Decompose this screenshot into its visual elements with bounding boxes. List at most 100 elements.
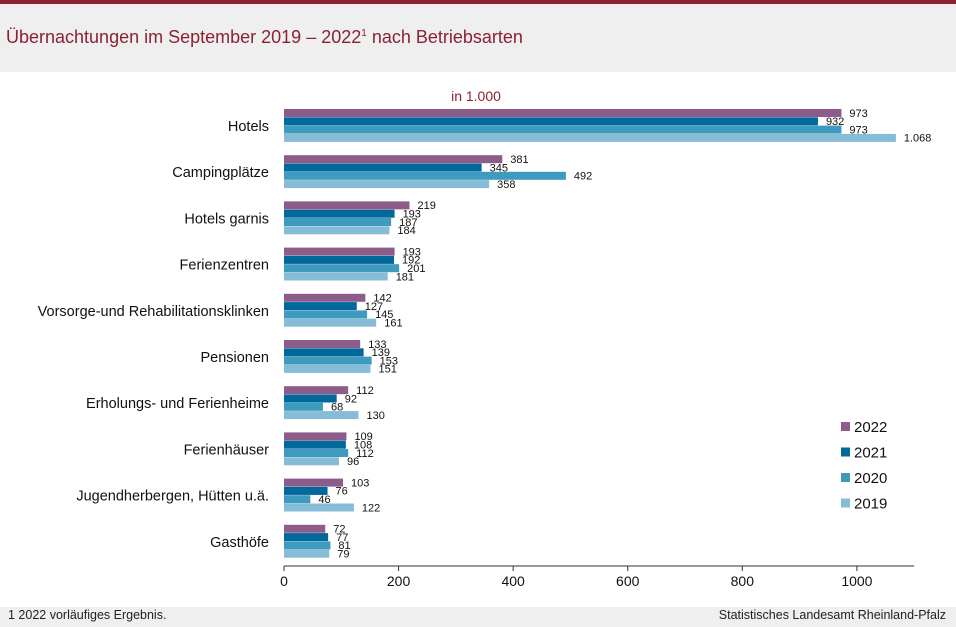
top-rule bbox=[0, 0, 956, 4]
data-label: 145 bbox=[375, 309, 393, 321]
legend-swatch-2020 bbox=[841, 473, 850, 482]
bar-2022 bbox=[284, 432, 347, 441]
bar-2021 bbox=[284, 255, 394, 264]
bar-2020 bbox=[284, 541, 331, 550]
bar-2021 bbox=[284, 117, 818, 126]
category-label: Erholungs- und Ferienheime bbox=[86, 396, 269, 412]
data-label: 96 bbox=[347, 456, 359, 468]
legend-label: 2022 bbox=[854, 419, 887, 436]
bar-2019 bbox=[284, 318, 377, 327]
bar-2019 bbox=[284, 549, 330, 558]
data-label: 184 bbox=[397, 225, 415, 237]
legend-swatch-2019 bbox=[841, 498, 850, 508]
data-label: 133 bbox=[368, 339, 386, 351]
legend-label: 2019 bbox=[854, 496, 887, 513]
data-label: 151 bbox=[379, 364, 397, 376]
bar-2021 bbox=[284, 209, 395, 218]
bar-2020 bbox=[284, 356, 372, 365]
data-label: 122 bbox=[362, 502, 380, 514]
data-label: 219 bbox=[417, 200, 435, 212]
title-main: Übernachtungen im September 2019 – 2022 bbox=[6, 27, 362, 47]
bar-2020 bbox=[284, 125, 842, 134]
bar-2021 bbox=[284, 348, 364, 357]
chart-title: Übernachtungen im September 2019 – 20221… bbox=[6, 27, 523, 48]
data-label: 381 bbox=[510, 154, 528, 166]
data-label: 112 bbox=[356, 448, 374, 460]
data-label: 46 bbox=[318, 494, 330, 506]
data-label: 192 bbox=[402, 255, 420, 267]
bar-2021 bbox=[284, 533, 329, 542]
bar-2019 bbox=[284, 180, 490, 189]
bar-2019 bbox=[284, 133, 896, 142]
bar-2020 bbox=[284, 310, 368, 319]
bar-2020 bbox=[284, 264, 400, 273]
bar-2019 bbox=[284, 503, 354, 512]
bar-2022 bbox=[284, 247, 395, 256]
bar-2021 bbox=[284, 440, 346, 449]
bar-2020 bbox=[284, 495, 311, 504]
data-label: 77 bbox=[336, 532, 348, 544]
bar-2021 bbox=[284, 163, 482, 172]
bar-2019 bbox=[284, 457, 339, 466]
data-label: 973 bbox=[849, 124, 867, 136]
data-label: 161 bbox=[384, 318, 402, 330]
bar-2022 bbox=[284, 524, 326, 533]
unit-label: in 1.000 bbox=[451, 88, 501, 104]
data-label: 92 bbox=[345, 393, 357, 405]
data-label: 345 bbox=[490, 162, 508, 174]
data-label: 201 bbox=[407, 263, 425, 275]
bar-2022 bbox=[284, 340, 361, 348]
data-label: 1.068 bbox=[904, 133, 932, 145]
data-label: 139 bbox=[372, 347, 390, 359]
data-label: 130 bbox=[366, 410, 384, 422]
legend-label: 2020 bbox=[854, 470, 887, 487]
category-label: Vorsorge-und Rehabilitationsklinken bbox=[38, 304, 269, 320]
x-tick-label: 600 bbox=[616, 573, 640, 589]
category-label: Hotels bbox=[228, 119, 269, 135]
data-label: 492 bbox=[574, 171, 592, 183]
bar-2019 bbox=[284, 364, 371, 373]
data-label: 76 bbox=[336, 486, 348, 498]
data-label: 973 bbox=[849, 108, 867, 120]
x-tick-label: 400 bbox=[501, 573, 525, 589]
x-tick-label: 200 bbox=[387, 573, 411, 589]
bar-2022 bbox=[284, 109, 842, 117]
separator bbox=[0, 72, 956, 80]
data-label: 112 bbox=[356, 385, 374, 397]
legend-swatch-2022 bbox=[841, 422, 850, 431]
bar-2021 bbox=[284, 486, 328, 495]
title-tail: nach Betriebsarten bbox=[366, 27, 523, 47]
data-label: 79 bbox=[337, 549, 349, 561]
bar-2022 bbox=[284, 201, 410, 210]
data-label: 181 bbox=[396, 271, 414, 283]
data-label: 142 bbox=[373, 293, 391, 305]
bar-2021 bbox=[284, 394, 337, 403]
category-label: Ferienhäuser bbox=[184, 442, 270, 458]
title-band bbox=[0, 4, 956, 72]
category-label: Jugendherbergen, Hütten u.ä. bbox=[76, 489, 269, 505]
source-note: Statistisches Landesamt Rheinland-Pfalz bbox=[718, 608, 946, 622]
data-label: 932 bbox=[826, 116, 844, 128]
title-footnote-marker: 1 bbox=[361, 28, 367, 39]
data-label: 108 bbox=[354, 440, 372, 452]
bar-2022 bbox=[284, 293, 366, 302]
bar-2020 bbox=[284, 402, 323, 411]
data-label: 193 bbox=[403, 209, 421, 221]
x-tick-label: 1000 bbox=[841, 573, 872, 589]
bar-2022 bbox=[284, 386, 349, 395]
x-tick-label: 0 bbox=[280, 573, 288, 589]
data-label: 153 bbox=[380, 355, 398, 367]
data-label: 187 bbox=[399, 217, 417, 229]
category-label: Ferienzentren bbox=[180, 258, 269, 274]
data-label: 103 bbox=[351, 477, 369, 489]
data-label: 81 bbox=[338, 540, 350, 552]
x-tick-label: 800 bbox=[731, 573, 755, 589]
bar-2020 bbox=[284, 449, 349, 457]
category-label: Pensionen bbox=[200, 350, 269, 366]
bar-chart: in 1.000 Hotels 973 932 973 1.068 Campingplätz… bbox=[0, 80, 956, 607]
data-label: 193 bbox=[403, 246, 421, 258]
legend-swatch-2021 bbox=[841, 447, 850, 457]
data-label: 358 bbox=[497, 179, 515, 191]
bar-2022 bbox=[284, 478, 344, 487]
chart-area: in 1.000 Hotels 973 932 973 1.068 Campingplätz… bbox=[0, 80, 956, 627]
